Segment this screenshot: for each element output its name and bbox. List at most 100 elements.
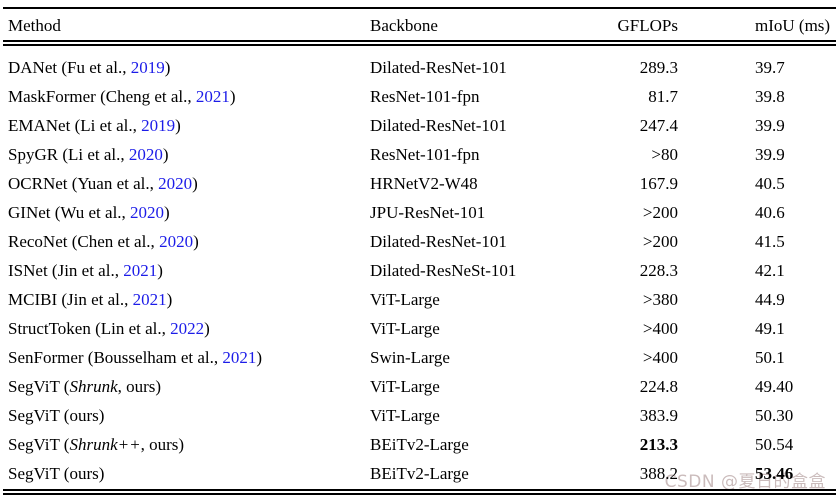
- method-cell: DANet (Fu et al., 2019): [0, 58, 370, 78]
- method-text: SpyGR (Li et al.,: [8, 144, 129, 164]
- backbone-cell: Dilated-ResNeSt-101: [370, 260, 517, 280]
- citation-year-link[interactable]: 2021: [123, 260, 158, 280]
- method-text: ): [166, 289, 173, 309]
- citation-year-link[interactable]: 2020: [128, 144, 163, 164]
- gflops-cell: 224.8: [639, 376, 678, 396]
- backbone-cell: JPU-ResNet-101: [370, 202, 486, 222]
- method-text: ISNet (Jin et al.,: [8, 260, 124, 280]
- gflops-cell: 81.7: [648, 86, 678, 106]
- backbone-cell: HRNetV2-W48: [370, 173, 478, 193]
- miou-cell: 40.6: [755, 202, 785, 222]
- table-row: MCIBI (Jin et al., 2021) ViT-Large >380 44.…: [0, 285, 839, 314]
- citation-year-link[interactable]: 2019: [130, 57, 165, 77]
- method-cell: RecoNet (Chen et al., 2020): [0, 232, 370, 252]
- method-cell: OCRNet (Yuan et al., 2020): [0, 174, 370, 194]
- method-text: MaskFormer (Cheng et al.,: [8, 86, 196, 106]
- gflops-cell: 383.9: [639, 405, 678, 425]
- miou-cell: 50.54: [755, 434, 794, 454]
- table-row: GINet (Wu et al., 2020) JPU-ResNet-101 >20…: [0, 198, 839, 227]
- backbone-cell: ViT-Large: [370, 289, 440, 309]
- table-row: SpyGR (Li et al., 2020) ResNet-101-fpn >80…: [0, 140, 839, 169]
- method-text: , ours): [140, 434, 185, 454]
- gflops-cell: 247.4: [639, 115, 678, 135]
- method-text: ): [193, 231, 199, 251]
- table-row: EMANet (Li et al., 2019) Dilated-ResNet-1…: [0, 111, 839, 140]
- miou-cell: 39.9: [755, 115, 785, 135]
- table-row: OCRNet (Yuan et al., 2020) HRNetV2-W48 167…: [0, 169, 839, 198]
- gflops-cell: >400: [642, 347, 678, 367]
- gflops-cell: 388.2: [639, 463, 678, 483]
- method-cell: SegViT (ours): [0, 464, 370, 484]
- miou-cell: 41.5: [755, 231, 785, 251]
- table-row: SenFormer (Bousselham et al., 2021) Swin-…: [0, 343, 839, 372]
- citation-year-link[interactable]: 2021: [222, 347, 257, 367]
- method-text: SegViT (ours): [8, 463, 105, 483]
- method-text: ): [157, 260, 163, 280]
- citation-year-link[interactable]: 2019: [141, 115, 176, 135]
- miou-cell: 39.9: [755, 144, 785, 164]
- header-gflops: GFLOPs: [617, 15, 678, 35]
- method-cell: MaskFormer (Cheng et al., 2021): [0, 87, 370, 107]
- header-separator-rule: [3, 40, 836, 46]
- method-text: ): [175, 115, 181, 135]
- method-cell: SegViT (Shrunk, ours): [0, 377, 370, 397]
- table-row: StructToken (Lin et al., 2022) ViT-Large >…: [0, 314, 839, 343]
- table-row: DANet (Fu et al., 2019) Dilated-ResNet-10…: [0, 53, 839, 82]
- backbone-cell: ViT-Large: [370, 318, 440, 338]
- table-row: MaskFormer (Cheng et al., 2021) ResNet-10…: [0, 82, 839, 111]
- miou-cell: 50.30: [755, 405, 794, 425]
- method-text: DANet (Fu et al.,: [8, 57, 131, 77]
- backbone-cell: Swin-Large: [370, 347, 450, 367]
- table-row: SegViT (Shrunk++, ours) BEiTv2-Large 213.3…: [0, 430, 839, 459]
- method-text: ): [229, 86, 236, 106]
- method-text: ): [164, 202, 170, 222]
- backbone-cell: ViT-Large: [370, 405, 440, 425]
- table-row: SegViT (Shrunk, ours) ViT-Large 224.8 49.40: [0, 372, 839, 401]
- backbone-cell: BEiTv2-Large: [370, 463, 469, 483]
- method-text: StructToken (Lin et al.,: [8, 318, 171, 338]
- gflops-cell: >80: [651, 144, 678, 164]
- method-variant-italic: Shrunk: [69, 376, 118, 396]
- method-text: MCIBI (Jin et al.,: [8, 289, 133, 309]
- method-cell: GINet (Wu et al., 2020): [0, 203, 370, 223]
- method-text: OCRNet (Yuan et al.,: [8, 173, 159, 193]
- miou-cell: 53.46: [755, 463, 794, 483]
- table-header-row: Method Backbone GFLOPs mIoU (ms): [0, 10, 839, 41]
- miou-cell: 50.1: [755, 347, 785, 367]
- gflops-cell: >200: [642, 202, 678, 222]
- table-row: SegViT (ours) BEiTv2-Large 388.2 53.46: [0, 459, 839, 488]
- header-backbone: Backbone: [370, 15, 438, 35]
- table-body: DANet (Fu et al., 2019) Dilated-ResNet-10…: [0, 53, 839, 488]
- miou-cell: 42.1: [755, 260, 785, 280]
- table-row: RecoNet (Chen et al., 2020) Dilated-ResNe…: [0, 227, 839, 256]
- citation-year-link[interactable]: 2020: [159, 231, 194, 251]
- method-text: ): [164, 57, 171, 77]
- rule-line: [3, 493, 836, 495]
- method-cell: SpyGR (Li et al., 2020): [0, 145, 370, 165]
- citation-year-link[interactable]: 2022: [170, 318, 205, 338]
- method-text: SegViT (: [8, 376, 70, 396]
- table-top-rule: [3, 7, 836, 9]
- citation-year-link[interactable]: 2021: [132, 289, 167, 309]
- citation-year-link[interactable]: 2021: [195, 86, 230, 106]
- table-row: ISNet (Jin et al., 2021) Dilated-ResNeSt-…: [0, 256, 839, 285]
- method-text: ): [192, 173, 198, 193]
- gflops-cell: 213.3: [639, 434, 678, 454]
- gflops-cell: >200: [642, 231, 678, 251]
- rule-line: [3, 44, 836, 46]
- citation-year-link[interactable]: 2020: [158, 173, 193, 193]
- method-text: , ours): [117, 376, 162, 396]
- backbone-cell: BEiTv2-Large: [370, 434, 469, 454]
- miou-cell: 49.1: [755, 318, 785, 338]
- method-text: SegViT (ours): [8, 405, 105, 425]
- miou-cell: 40.5: [755, 173, 785, 193]
- citation-year-link[interactable]: 2020: [130, 202, 165, 222]
- csdn-watermark: CSDN @夏日的盒盒: [664, 472, 826, 492]
- header-method: Method: [8, 15, 61, 35]
- method-variant-italic: Shrunk++: [69, 434, 141, 454]
- backbone-cell: ResNet-101-fpn: [370, 144, 480, 164]
- method-text: RecoNet (Chen et al.,: [8, 231, 160, 251]
- method-cell: ISNet (Jin et al., 2021): [0, 261, 370, 281]
- gflops-cell: 228.3: [639, 260, 678, 280]
